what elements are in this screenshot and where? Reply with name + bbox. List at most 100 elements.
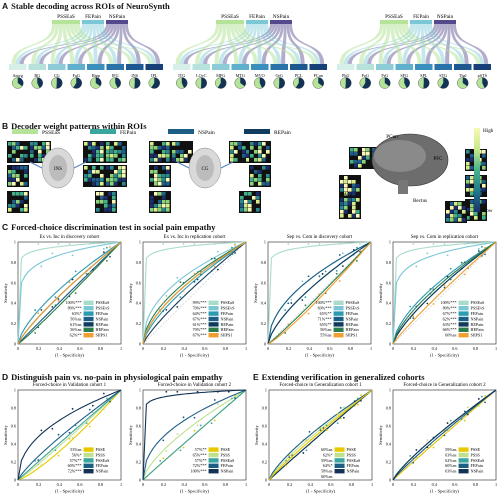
chart-subtitle: Forced-choice in Validation cohort 1 bbox=[33, 383, 107, 388]
x-axis-label: (1 - Specificity) bbox=[306, 489, 336, 494]
roc-curve bbox=[142, 241, 247, 345]
roc-point bbox=[359, 243, 361, 245]
roi-label: IFG bbox=[112, 73, 119, 78]
roc-point bbox=[290, 298, 293, 301]
y-tick-label: 0 bbox=[139, 342, 141, 347]
weight-voxel bbox=[230, 158, 234, 162]
roi-label: PhG bbox=[342, 73, 349, 78]
legend-swatch bbox=[333, 327, 344, 332]
roc-curve bbox=[17, 389, 122, 481]
roi-pie-slice bbox=[440, 77, 449, 89]
weight-voxel bbox=[154, 204, 158, 208]
legend-swatch bbox=[12, 129, 38, 134]
weight-voxel bbox=[30, 146, 34, 150]
weight-voxel bbox=[92, 166, 96, 170]
roi-label: OrG bbox=[276, 73, 283, 78]
x-tick-label: 0.4 bbox=[432, 482, 438, 487]
weight-voxel bbox=[30, 154, 34, 158]
weight-voxel bbox=[340, 210, 344, 214]
sankey-ribbon bbox=[262, 24, 301, 64]
weight-voxel bbox=[166, 166, 170, 170]
weight-voxel bbox=[20, 208, 24, 212]
y-tick-label: 0 bbox=[265, 478, 267, 483]
weight-voxel bbox=[38, 158, 42, 162]
accuracy-label: 70%*** bbox=[193, 306, 207, 311]
weight-voxel bbox=[34, 146, 38, 150]
weight-voxel bbox=[358, 160, 362, 164]
legend-label: NSPain bbox=[346, 316, 360, 321]
weight-voxel bbox=[482, 154, 486, 158]
weight-voxel bbox=[258, 178, 262, 182]
weight-voxel bbox=[38, 154, 42, 158]
legend-swatch bbox=[208, 333, 219, 338]
weight-voxel bbox=[110, 178, 114, 182]
legend-swatch bbox=[83, 463, 94, 468]
roc-point bbox=[162, 457, 165, 460]
roc-point bbox=[477, 247, 480, 250]
roc-point bbox=[231, 397, 233, 400]
roc-curve bbox=[392, 241, 497, 345]
weight-voxel bbox=[20, 192, 24, 196]
roc-point bbox=[85, 272, 88, 275]
weight-voxel bbox=[250, 178, 254, 182]
weight-voxel bbox=[262, 154, 266, 158]
weight-voxel bbox=[166, 154, 170, 158]
x-tick-label: 1 bbox=[245, 346, 247, 351]
roc-point bbox=[359, 250, 361, 253]
weight-voxel bbox=[150, 204, 154, 208]
roc-chart: Forced-choice in Generalization cohort 2… bbox=[378, 383, 497, 494]
weight-voxel bbox=[114, 170, 118, 174]
weight-voxel bbox=[180, 150, 184, 154]
weight-voxel bbox=[114, 174, 118, 178]
weight-voxel bbox=[446, 218, 450, 222]
weight-voxel bbox=[100, 196, 104, 200]
legend-label: PSSE bbox=[221, 447, 231, 452]
roc-point bbox=[179, 281, 182, 284]
weight-voxel bbox=[344, 198, 348, 202]
sankey-ribbon bbox=[261, 24, 284, 64]
legend-swatch bbox=[208, 447, 219, 452]
weight-voxel bbox=[122, 174, 126, 178]
roc-point bbox=[356, 259, 358, 262]
roc-point bbox=[432, 243, 435, 245]
weight-voxel bbox=[340, 198, 344, 202]
legend-label: FEPain bbox=[96, 311, 109, 316]
weight-voxel bbox=[110, 158, 114, 162]
roc-point bbox=[234, 243, 236, 246]
weight-voxel bbox=[12, 178, 16, 182]
chance-line bbox=[392, 241, 497, 345]
weight-voxel bbox=[84, 178, 88, 182]
weight-voxel bbox=[24, 174, 28, 178]
roc-curve bbox=[267, 241, 372, 345]
weight-voxel bbox=[122, 150, 126, 154]
accuracy-label: 72%*** bbox=[68, 469, 82, 474]
roc-point bbox=[304, 296, 307, 299]
sankey-ribbon bbox=[450, 24, 469, 64]
x-tick-label: 0.2 bbox=[36, 482, 41, 487]
legend-label: HEPain bbox=[221, 327, 235, 332]
source-bar bbox=[270, 20, 292, 24]
legend-swatch bbox=[334, 469, 345, 474]
roc-point bbox=[74, 270, 77, 273]
weight-voxel bbox=[118, 158, 122, 162]
y-tick-label: 0.8 bbox=[11, 406, 16, 411]
legend-label: FEPain bbox=[120, 130, 136, 136]
roc-point bbox=[301, 299, 304, 301]
roi-bar bbox=[337, 64, 355, 70]
accuracy-label: 56%ns bbox=[70, 316, 82, 321]
source-bar bbox=[216, 20, 244, 24]
roc-point bbox=[415, 449, 418, 451]
legend-swatch bbox=[208, 452, 219, 458]
roc-point bbox=[302, 452, 305, 454]
legend-swatch bbox=[83, 469, 94, 474]
roi-bar bbox=[67, 64, 85, 70]
x-tick-label: 0.6 bbox=[327, 346, 332, 351]
sankey-ribbon bbox=[69, 24, 114, 64]
roc-point bbox=[88, 425, 91, 428]
weight-voxel bbox=[256, 208, 260, 212]
roc-point bbox=[360, 394, 362, 396]
accuracy-label: 100%*** bbox=[440, 300, 456, 305]
legend-swatch bbox=[458, 300, 469, 305]
roc-point bbox=[429, 288, 432, 290]
roc-point bbox=[165, 294, 168, 297]
